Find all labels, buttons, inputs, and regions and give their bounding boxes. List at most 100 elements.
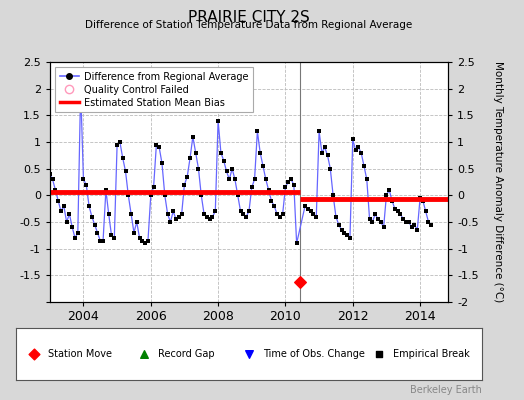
Point bbox=[172, 216, 180, 222]
Point bbox=[390, 206, 399, 212]
Point bbox=[365, 216, 374, 222]
Point bbox=[152, 142, 160, 148]
Point bbox=[228, 166, 236, 172]
Point bbox=[236, 208, 245, 214]
Point bbox=[265, 187, 273, 193]
Point bbox=[208, 214, 216, 220]
Point bbox=[217, 150, 225, 156]
Point bbox=[250, 176, 259, 182]
Point bbox=[203, 214, 211, 220]
Point bbox=[79, 176, 88, 182]
Point bbox=[421, 208, 430, 214]
Point bbox=[161, 192, 169, 198]
Point bbox=[385, 187, 394, 193]
Point bbox=[77, 86, 85, 92]
Point bbox=[346, 235, 354, 241]
Point bbox=[113, 142, 121, 148]
Text: PRAIRIE CITY 2S: PRAIRIE CITY 2S bbox=[188, 10, 310, 25]
Text: 2012: 2012 bbox=[337, 310, 368, 323]
Point bbox=[68, 224, 77, 230]
Point bbox=[329, 192, 337, 198]
Point bbox=[138, 238, 147, 244]
Point bbox=[276, 214, 284, 220]
Point bbox=[222, 168, 231, 174]
Point bbox=[133, 219, 141, 225]
Point bbox=[191, 150, 200, 156]
Point bbox=[273, 211, 281, 217]
Point bbox=[124, 192, 133, 198]
Point bbox=[419, 198, 427, 204]
Point bbox=[60, 203, 68, 209]
Point bbox=[231, 176, 239, 182]
Point bbox=[54, 198, 62, 204]
Point bbox=[118, 155, 127, 161]
Point bbox=[200, 211, 208, 217]
Point bbox=[388, 198, 396, 204]
Point bbox=[130, 230, 138, 236]
Point bbox=[410, 222, 419, 228]
Point bbox=[140, 351, 148, 357]
Point bbox=[110, 235, 118, 241]
Point bbox=[290, 182, 298, 188]
Point bbox=[309, 211, 318, 217]
Point bbox=[270, 203, 278, 209]
Point bbox=[85, 203, 93, 209]
Point bbox=[197, 192, 205, 198]
Point bbox=[416, 195, 424, 201]
Point bbox=[360, 163, 368, 169]
Point bbox=[155, 144, 163, 150]
Point bbox=[144, 238, 152, 244]
Point bbox=[307, 208, 315, 214]
Point bbox=[104, 211, 113, 217]
Point bbox=[174, 214, 183, 220]
Point bbox=[352, 147, 360, 153]
Point bbox=[382, 192, 390, 198]
Text: Station Move: Station Move bbox=[48, 349, 112, 359]
Point bbox=[214, 118, 222, 124]
Point bbox=[413, 227, 421, 233]
Point bbox=[122, 168, 130, 174]
Point bbox=[375, 351, 384, 357]
Point bbox=[116, 139, 124, 145]
Point bbox=[374, 216, 382, 222]
Text: Difference of Station Temperature Data from Regional Average: Difference of Station Temperature Data f… bbox=[85, 20, 412, 30]
Point bbox=[405, 219, 413, 225]
Point bbox=[51, 187, 60, 193]
Point bbox=[93, 230, 102, 236]
Point bbox=[96, 238, 104, 244]
Point bbox=[239, 211, 247, 217]
Text: 2008: 2008 bbox=[202, 310, 234, 323]
Point bbox=[91, 222, 99, 228]
Point bbox=[312, 214, 321, 220]
Point bbox=[183, 174, 191, 180]
Point bbox=[163, 211, 172, 217]
Point bbox=[402, 219, 410, 225]
Point bbox=[321, 144, 329, 150]
Point bbox=[99, 238, 107, 244]
Point bbox=[408, 224, 416, 230]
Point bbox=[394, 208, 402, 214]
Point bbox=[256, 150, 265, 156]
Point bbox=[65, 211, 73, 217]
Point bbox=[379, 224, 388, 230]
Point bbox=[363, 176, 371, 182]
Point bbox=[357, 150, 365, 156]
Point bbox=[158, 160, 166, 166]
Point bbox=[46, 171, 54, 177]
Point bbox=[337, 227, 346, 233]
Point bbox=[62, 219, 71, 225]
Text: Record Gap: Record Gap bbox=[158, 349, 215, 359]
Point bbox=[57, 208, 65, 214]
Point bbox=[178, 211, 186, 217]
Point bbox=[396, 211, 405, 217]
Point bbox=[225, 176, 234, 182]
Point bbox=[141, 240, 149, 246]
Point bbox=[149, 184, 158, 190]
Legend: Difference from Regional Average, Quality Control Failed, Estimated Station Mean: Difference from Regional Average, Qualit… bbox=[54, 67, 253, 112]
Point bbox=[74, 230, 82, 236]
Point bbox=[399, 216, 408, 222]
Point bbox=[127, 211, 135, 217]
Point bbox=[340, 230, 348, 236]
Point bbox=[220, 158, 228, 164]
Point bbox=[348, 136, 357, 142]
